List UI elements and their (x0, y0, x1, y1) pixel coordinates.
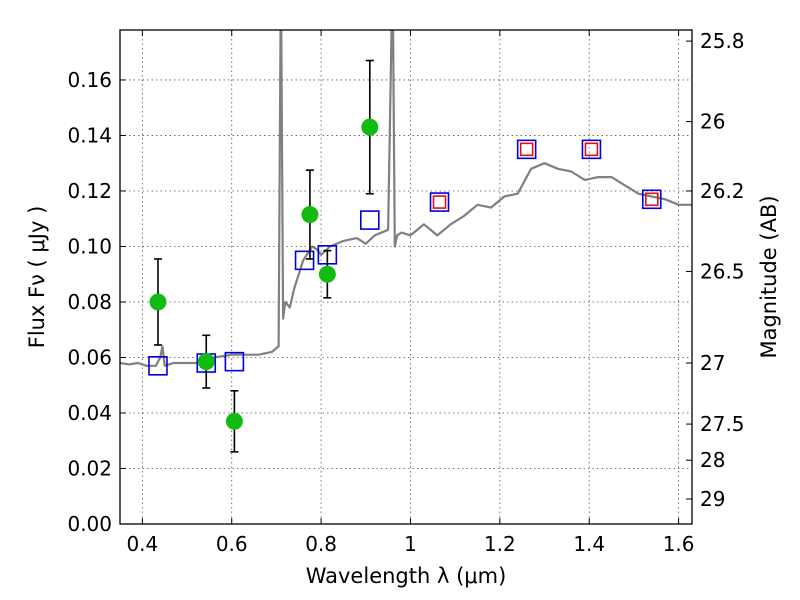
model-square (584, 142, 599, 157)
y2-tick-label: 26.2 (700, 179, 745, 203)
model-square (432, 195, 447, 209)
x-tick-label: 0.6 (216, 532, 248, 556)
y-tick-label: 0.02 (67, 456, 112, 480)
x-tick-label: 0.8 (305, 532, 337, 556)
model-square (519, 142, 534, 157)
model-square (360, 210, 380, 230)
model-square (644, 192, 659, 207)
y-tick-label: 0.12 (67, 179, 112, 203)
y2-axis-label: Magnitude (AB) (757, 195, 781, 358)
y-tick-label: 0.14 (67, 123, 112, 147)
y2-tick-label: 25.8 (700, 29, 745, 53)
spectrum-line (120, 30, 692, 367)
observed-point (197, 353, 215, 371)
x-tick-label: 0.4 (126, 532, 158, 556)
y2-tick-label: 29 (700, 487, 725, 511)
model-square (581, 139, 602, 160)
observed-point (149, 293, 167, 311)
observed-point (301, 206, 319, 224)
model-spectrum (120, 30, 692, 367)
observed-point (361, 118, 379, 136)
observed-photometry (149, 59, 379, 453)
x-tick-label: 1.6 (663, 532, 695, 556)
y2-tick-label: 27.5 (700, 412, 745, 436)
grid (120, 30, 692, 525)
y-tick-label: 0.08 (67, 290, 112, 314)
model-square (429, 192, 450, 212)
y2-tick-label: 28 (700, 448, 725, 472)
model-square (148, 356, 168, 376)
y-tick-label: 0.06 (67, 345, 112, 369)
model-square (294, 250, 315, 271)
y-tick-label: 0.04 (67, 401, 112, 425)
y-tick-label: 0.16 (67, 68, 112, 92)
axis-ticks: 0.4 0.6 0.8 1 1.2 1.4 1.6 0.00 0.02 0.04 0.06 0.08 0… (67, 29, 744, 556)
model-square (224, 351, 245, 372)
model-square (516, 139, 537, 160)
observed-point (225, 412, 243, 430)
x-axis-label: Wavelength λ (μm) (306, 564, 507, 588)
y2-tick-label: 26 (700, 110, 725, 134)
x-tick-label: 1.4 (573, 532, 605, 556)
x-tick-label: 1 (404, 532, 417, 556)
y2-tick-label: 27 (700, 351, 725, 375)
y2-tick-label: 26.5 (700, 259, 745, 283)
model-flux-squares (148, 139, 662, 376)
x-tick-label: 1.2 (484, 532, 516, 556)
model-square (641, 189, 662, 210)
plot-frame (119, 29, 693, 525)
y-axis-label: Flux Fν ( μJy ) (25, 206, 49, 349)
y-tick-label: 0.10 (67, 234, 112, 258)
y-tick-label: 0.00 (67, 512, 112, 536)
observed-point (318, 265, 336, 283)
